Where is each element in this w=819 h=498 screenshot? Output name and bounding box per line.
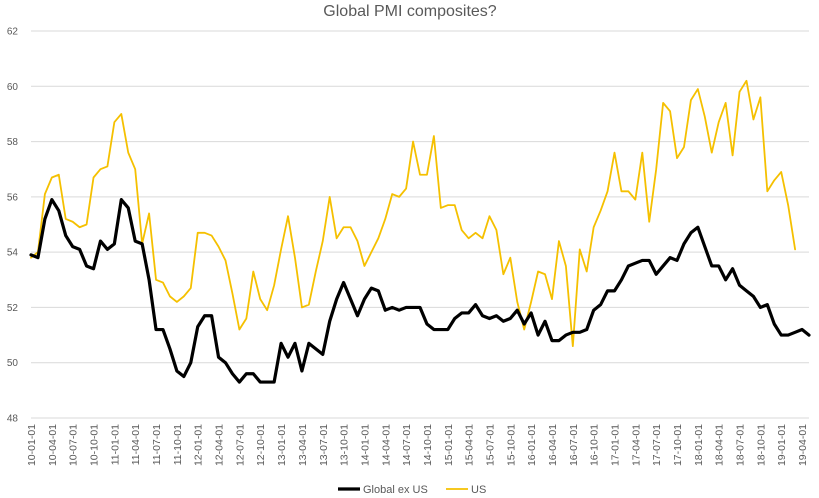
x-tick-label: 17-07-01 xyxy=(651,424,663,466)
legend-label: US xyxy=(471,484,486,496)
x-tick-label: 12-01-01 xyxy=(193,424,205,466)
x-tick-label: 11-07-01 xyxy=(151,424,163,465)
legend: Global ex US US xyxy=(338,484,486,496)
x-tick-label: 14-04-01 xyxy=(380,424,392,466)
x-tick-label: 15-10-01 xyxy=(505,424,517,466)
x-tick-label: 18-07-01 xyxy=(735,424,747,466)
x-tick-label: 10-10-01 xyxy=(89,424,101,466)
series-lines xyxy=(29,79,811,384)
x-tick-label: 19-01-01 xyxy=(776,424,788,466)
x-tick-label: 17-10-01 xyxy=(672,424,684,466)
x-tick-label: 13-04-01 xyxy=(297,424,309,466)
x-tick-label: 16-10-01 xyxy=(589,424,601,466)
x-tick-label: 18-10-01 xyxy=(755,424,767,466)
x-tick-label: 16-04-01 xyxy=(547,424,559,466)
y-tick-label: 60 xyxy=(7,82,19,93)
x-tick-label: 12-10-01 xyxy=(255,424,267,466)
x-tick-label: 12-04-01 xyxy=(214,424,226,466)
x-tick-label: 15-04-01 xyxy=(464,424,476,466)
x-tick-label: 15-01-01 xyxy=(443,424,455,466)
y-tick-label: 62 xyxy=(7,27,19,38)
x-tick-label: 14-01-01 xyxy=(359,424,371,466)
x-tick-label: 18-04-01 xyxy=(714,424,726,466)
x-tick-label: 10-07-01 xyxy=(68,424,80,466)
x-tick-label: 10-04-01 xyxy=(47,424,59,466)
x-tick-label: 16-07-01 xyxy=(568,424,580,466)
x-tick-label: 14-07-01 xyxy=(401,424,413,466)
y-tick-label: 58 xyxy=(7,137,19,148)
y-axis-tick-labels: 48 50 52 54 56 58 60 62 xyxy=(7,27,19,425)
y-tick-label: 56 xyxy=(7,192,19,203)
x-tick-label: 13-07-01 xyxy=(318,424,330,466)
chart-title: Global PMI composites? xyxy=(323,3,497,20)
x-tick-label: 15-07-01 xyxy=(484,424,496,466)
x-tick-label: 19-04-01 xyxy=(797,424,809,466)
y-tick-label: 52 xyxy=(7,303,19,314)
x-tick-label: 14-10-01 xyxy=(422,424,434,466)
x-tick-label: 13-01-01 xyxy=(276,424,288,466)
x-tick-label: 11-10-01 xyxy=(172,424,184,465)
legend-label: Global ex US xyxy=(363,484,428,496)
y-tick-label: 48 xyxy=(7,414,19,425)
x-tick-label: 18-01-01 xyxy=(693,424,705,466)
x-tick-label: 17-04-01 xyxy=(630,424,642,466)
y-tick-label: 50 xyxy=(7,358,19,369)
y-tick-label: 54 xyxy=(7,248,19,259)
x-tick-label: 11-04-01 xyxy=(130,424,142,465)
x-tick-label: 13-10-01 xyxy=(339,424,351,466)
series-line-us xyxy=(30,79,797,348)
x-tick-label: 10-01-01 xyxy=(26,424,38,466)
x-axis-tick-labels: 10-01-01 10-04-01 10-07-01 10-10-01 11-01-01… xyxy=(26,424,809,466)
x-tick-label: 17-01-01 xyxy=(610,424,622,466)
x-tick-label: 16-01-01 xyxy=(526,424,538,466)
series-line-global-ex-us xyxy=(29,198,811,384)
x-tick-label: 12-07-01 xyxy=(234,424,246,466)
gridlines xyxy=(31,30,809,419)
x-tick-label: 11-01-01 xyxy=(109,424,121,465)
